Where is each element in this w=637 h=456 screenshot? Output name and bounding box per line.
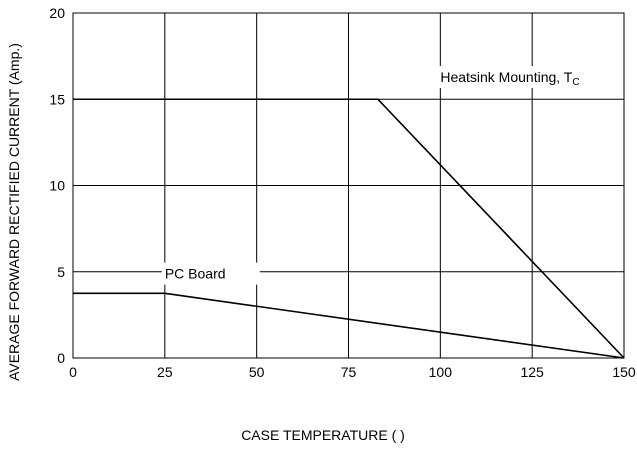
heatsink-mounting-label-subscript: C xyxy=(572,77,579,88)
grid-lines xyxy=(73,13,624,358)
plot-frame xyxy=(72,12,625,359)
y-tick-label: 10 xyxy=(49,178,65,194)
x-tick-label: 25 xyxy=(157,364,173,380)
x-axis-label: CASE TEMPERATURE ( ) xyxy=(241,427,405,443)
series-line-pc-board xyxy=(73,292,625,359)
series-line-heatsink-mounting xyxy=(73,98,625,359)
x-tick-label: 0 xyxy=(69,364,77,380)
x-tick-label: 75 xyxy=(341,364,357,380)
pc-board-label: PC Board xyxy=(165,266,226,282)
y-tick-label: 5 xyxy=(57,264,65,280)
series-lines xyxy=(73,98,625,359)
annotation-background xyxy=(437,66,610,88)
y-tick-labels: 0 5 10 15 20 xyxy=(49,5,65,366)
x-tick-label: 100 xyxy=(429,364,453,380)
y-axis-label: AVERAGE FORWARD RECTIFIED CURRENT (Amp.) xyxy=(6,43,22,381)
x-tick-labels: 0 25 50 75 100 125 150 xyxy=(69,364,636,380)
x-tick-label: 125 xyxy=(520,364,544,380)
y-tick-label: 20 xyxy=(49,5,65,21)
heatsink-mounting-label: Heatsink Mounting, TC xyxy=(440,69,579,88)
x-tick-label: 150 xyxy=(612,364,636,380)
y-tick-label: 0 xyxy=(57,350,65,366)
x-tick-label: 50 xyxy=(249,364,265,380)
annotation-background xyxy=(161,262,260,285)
annotations: Heatsink Mounting, TC PC Board xyxy=(161,66,610,285)
y-tick-label: 15 xyxy=(49,91,65,107)
